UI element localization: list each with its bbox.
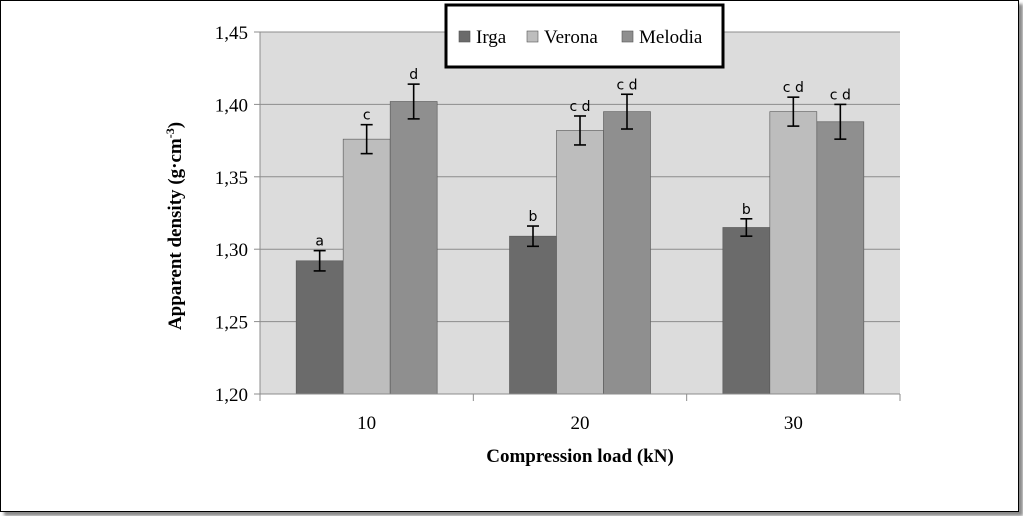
legend: Irga Verona Melodia [444,3,725,69]
y-tick-label: 1,35 [215,168,248,189]
x-tick-labels: 10 20 30 [357,413,803,434]
y-axis-title: Apparent density (g·cm-3) [163,122,186,330]
bar [556,130,604,395]
legend-box [444,3,725,69]
legend-label: Irga [476,27,507,48]
bars [295,101,865,395]
bar [295,260,344,395]
legend-swatch [458,30,471,43]
y-axis-title-end: ) [165,122,186,128]
axes [254,31,901,401]
significance-letter: c d [830,87,851,103]
bar [389,101,438,395]
bar [722,227,771,395]
legend-items: Irga Verona Melodia [458,27,703,48]
significance-letter: d [409,67,418,83]
significance-letter: a [315,234,324,250]
y-tick-label: 1,45 [215,23,248,44]
error-bars [313,83,847,272]
legend-label: Verona [544,27,598,48]
y-tick-label: 1,25 [215,313,248,334]
legend-label: Melodia [639,27,703,48]
significance-letter: c d [569,99,590,115]
x-tick-label: 20 [571,413,590,434]
x-tick-label: 10 [357,413,376,434]
x-axis-title: Compression load (kN) [486,446,674,467]
significance-letter: b [742,202,751,218]
y-tick-label: 1,20 [215,385,248,406]
y-tick-labels: 1,20 1,25 1,30 1,35 1,40 1,45 [215,23,248,406]
bar [816,121,865,395]
significance-letter: c d [783,80,804,96]
legend-swatch [526,30,539,43]
y-axis-title-main: Apparent density (g·cm [165,138,186,330]
bar [342,138,391,395]
y-axis-title-sup: -3 [163,128,177,138]
significance-letter: c [363,108,371,124]
significance-letter: c d [616,77,637,93]
significance-letters: a c d b c d c d b c d c d [315,67,850,250]
y-tick-label: 1,30 [215,240,248,261]
y-tick-label: 1,40 [215,95,248,116]
bar [769,111,818,395]
bar [509,235,557,395]
legend-swatch [621,30,634,43]
bar [603,111,651,395]
significance-letter: b [529,209,538,225]
x-tick-label: 30 [784,413,803,434]
